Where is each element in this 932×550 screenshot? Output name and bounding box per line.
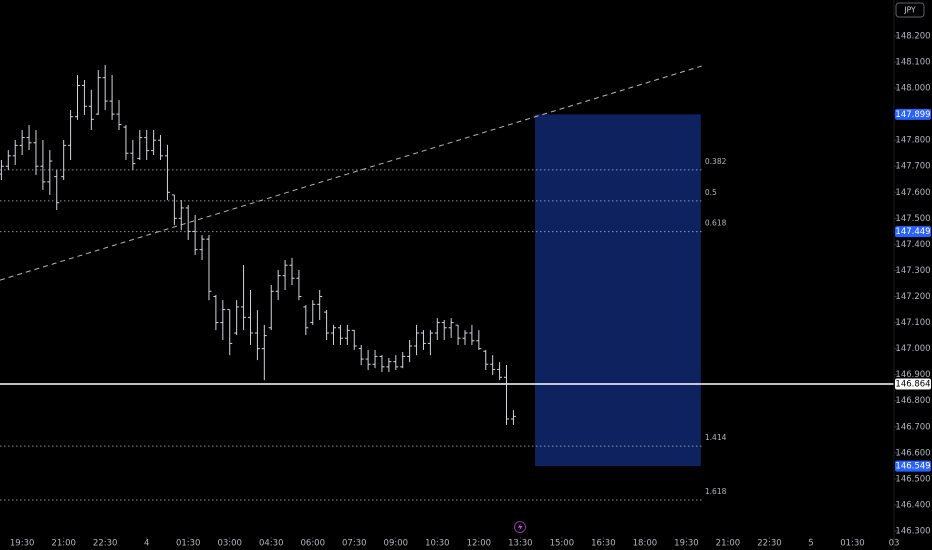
event-icon[interactable] — [514, 521, 526, 533]
fib-label: 1.414 — [705, 433, 727, 442]
fib-label: 1.618 — [705, 487, 727, 496]
y-tick-label: 147.400 — [895, 240, 930, 250]
y-tick-label: 146.700 — [895, 422, 930, 432]
event-bolt[interactable] — [518, 523, 523, 531]
target-zone — [535, 114, 701, 467]
y-tick-label: 147.000 — [895, 344, 930, 354]
event-circle[interactable] — [514, 521, 526, 533]
x-tick-label: 04:30 — [259, 539, 284, 549]
y-tick-label: 148.200 — [895, 31, 930, 41]
price-tag-label: 147.899 — [895, 110, 930, 120]
x-tick-label: 03 — [889, 539, 900, 549]
price-tag — [895, 108, 931, 120]
y-tick-label: 146.600 — [895, 448, 930, 458]
x-tick-label: 4 — [144, 539, 149, 549]
price-tag — [895, 460, 931, 472]
fib-label: 0.618 — [705, 219, 727, 228]
price-tag-label: 147.449 — [895, 227, 930, 237]
y-tick-label: 146.400 — [895, 500, 930, 510]
bars-layer — [0, 64, 516, 425]
price-tag — [895, 378, 931, 390]
x-tick-label: 01:30 — [176, 539, 201, 549]
x-tick-label: 13:30 — [508, 539, 533, 549]
fib-label: 0.5 — [705, 188, 717, 197]
symbol-label[interactable]: JPY — [903, 6, 916, 15]
x-tick-label: 5 — [808, 539, 813, 549]
y-tick-label: 146.900 — [895, 370, 930, 380]
x-tick-label: 19:30 — [674, 539, 699, 549]
x-tick-label: 15:00 — [550, 539, 575, 549]
y-tick-label: 147.300 — [895, 266, 930, 276]
y-tick-label: 147.800 — [895, 136, 930, 146]
y-tick-label: 148.000 — [895, 84, 930, 94]
y-tick-label: 146.800 — [895, 396, 930, 406]
price-tag — [895, 226, 931, 238]
x-tick-label: 18:00 — [633, 539, 658, 549]
x-tick-label: 09:00 — [384, 539, 409, 549]
x-tick-label: 21:00 — [51, 539, 76, 549]
x-tick-label: 12:00 — [467, 539, 492, 549]
x-tick-label: 21:00 — [716, 539, 741, 549]
symbol-box[interactable] — [895, 2, 925, 18]
x-tick-label: 06:00 — [301, 539, 326, 549]
y-tick-label: 147.100 — [895, 318, 930, 328]
x-tick-label: 10:30 — [425, 539, 450, 549]
lines-layer: 0.382 0.5 0.618 1.414 1.618 — [0, 65, 894, 501]
x-tick-label: 03:00 — [217, 539, 242, 549]
y-tick-label: 146.500 — [895, 474, 930, 484]
x-tick-label: 22:30 — [757, 539, 782, 549]
zone-layer — [535, 114, 701, 467]
x-tick-label: 16:30 — [591, 539, 616, 549]
y-tick-label: 147.700 — [895, 162, 930, 172]
price-tag-label: 146.549 — [895, 462, 930, 472]
fib-label: 0.382 — [705, 157, 727, 166]
symbol-button[interactable]: JPY — [895, 2, 925, 18]
y-tick-label: 146.300 — [895, 527, 930, 537]
y-tick-label: 147.200 — [895, 292, 930, 302]
y-tick-label: 147.500 — [895, 214, 930, 224]
y-tick-label: 147.600 — [895, 188, 930, 198]
price-tag-label: 146.864 — [895, 380, 930, 390]
x-tick-label: 01:30 — [840, 539, 865, 549]
x-tick-label: 07:30 — [342, 539, 367, 549]
y-tick-label: 148.100 — [895, 58, 930, 68]
x-tick-label: 22:30 — [93, 539, 118, 549]
axis-layer: 148.200148.100148.000147.900147.800147.7… — [10, 31, 931, 549]
x-tick-label: 19:30 — [10, 539, 35, 549]
